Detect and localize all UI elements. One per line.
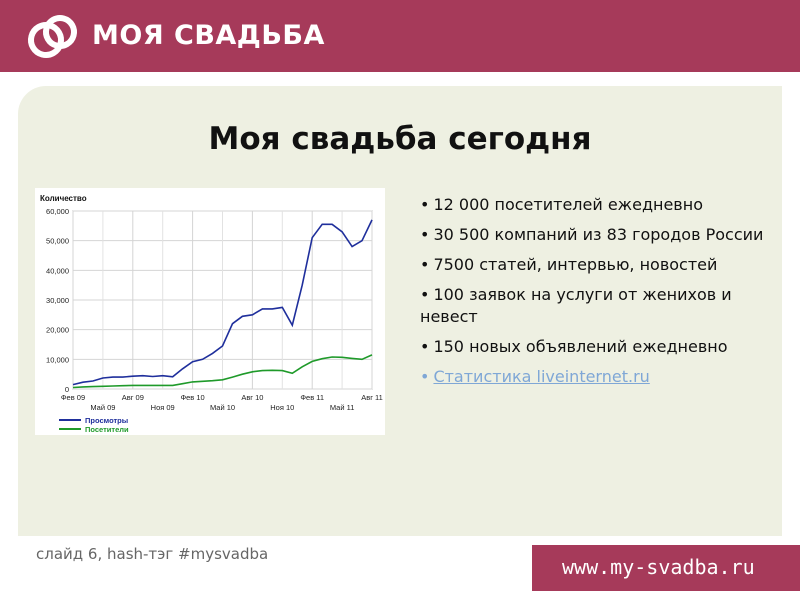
x-tick-label: Май 10	[210, 403, 235, 412]
statistics-link[interactable]: Статистика liveinternet.ru	[433, 367, 650, 386]
site-url: www.my-svadba.ru	[562, 555, 755, 579]
y-tick-label: 20,000	[46, 326, 69, 335]
x-tick-label: Авг 11	[361, 393, 383, 402]
x-tick-label: Май 11	[330, 403, 355, 412]
facts-list: • 12 000 посетителей ежедневно • 30 500 ко…	[420, 194, 780, 396]
legend-label: Посетители	[85, 425, 129, 434]
footer-bar	[532, 545, 800, 591]
x-tick-label: Ноя 09	[151, 403, 175, 412]
x-tick-label: Фев 09	[61, 393, 85, 402]
series-line-views	[72, 219, 373, 386]
legend-label: Просмотры	[85, 416, 128, 425]
list-item: • Статистика liveinternet.ru	[420, 367, 650, 386]
y-tick-label: 10,000	[46, 355, 69, 364]
y-tick-label: 60,000	[46, 207, 69, 216]
fact-text: 100 заявок на услуги от женихов и невест	[420, 285, 732, 326]
x-tick-label: Ноя 10	[270, 403, 294, 412]
brand-name: МОЯ СВАДЬБА	[92, 20, 325, 51]
y-tick-label: 0	[65, 385, 69, 394]
x-tick-label: Фев 11	[300, 393, 324, 402]
rings-logo-icon	[28, 15, 77, 58]
series-line-visitors	[72, 354, 373, 389]
list-item: • 7500 статей, интервью, новостей	[420, 255, 718, 274]
y-axis-label: Количество	[40, 194, 87, 203]
fact-text: 150 новых объявлений ежедневно	[433, 337, 728, 356]
statistics-chart: Количество 60,000 50,000 40,000 30,000 20,00…	[35, 188, 385, 435]
list-item: • 12 000 посетителей ежедневно	[420, 195, 703, 214]
y-tick-label: 50,000	[46, 237, 69, 246]
header-bar: МОЯ СВАДЬБА	[0, 0, 800, 72]
fact-text: 7500 статей, интервью, новостей	[433, 255, 718, 274]
list-item: • 100 заявок на услуги от женихов и невес…	[420, 285, 732, 326]
y-tick-label: 30,000	[46, 296, 69, 305]
list-item: • 30 500 компаний из 83 городов России	[420, 225, 764, 244]
list-item: • 150 новых объявлений ежедневно	[420, 337, 728, 356]
x-tick-label: Фев 10	[180, 393, 204, 402]
fact-text: 12 000 посетителей ежедневно	[433, 195, 703, 214]
x-tick-label: Авг 10	[241, 393, 263, 402]
x-tick-label: Май 09	[90, 403, 115, 412]
slide-caption: слайд 6, hash-тэг #mysvadba	[36, 545, 269, 563]
x-tick-label: Авг 09	[122, 393, 144, 402]
chart-canvas: Количество 60,000 50,000 40,000 30,000 20,00…	[40, 194, 383, 434]
fact-text: 30 500 компаний из 83 городов России	[433, 225, 764, 244]
y-tick-label: 40,000	[46, 266, 69, 275]
slide-title: Моя свадьба сегодня	[208, 121, 592, 157]
